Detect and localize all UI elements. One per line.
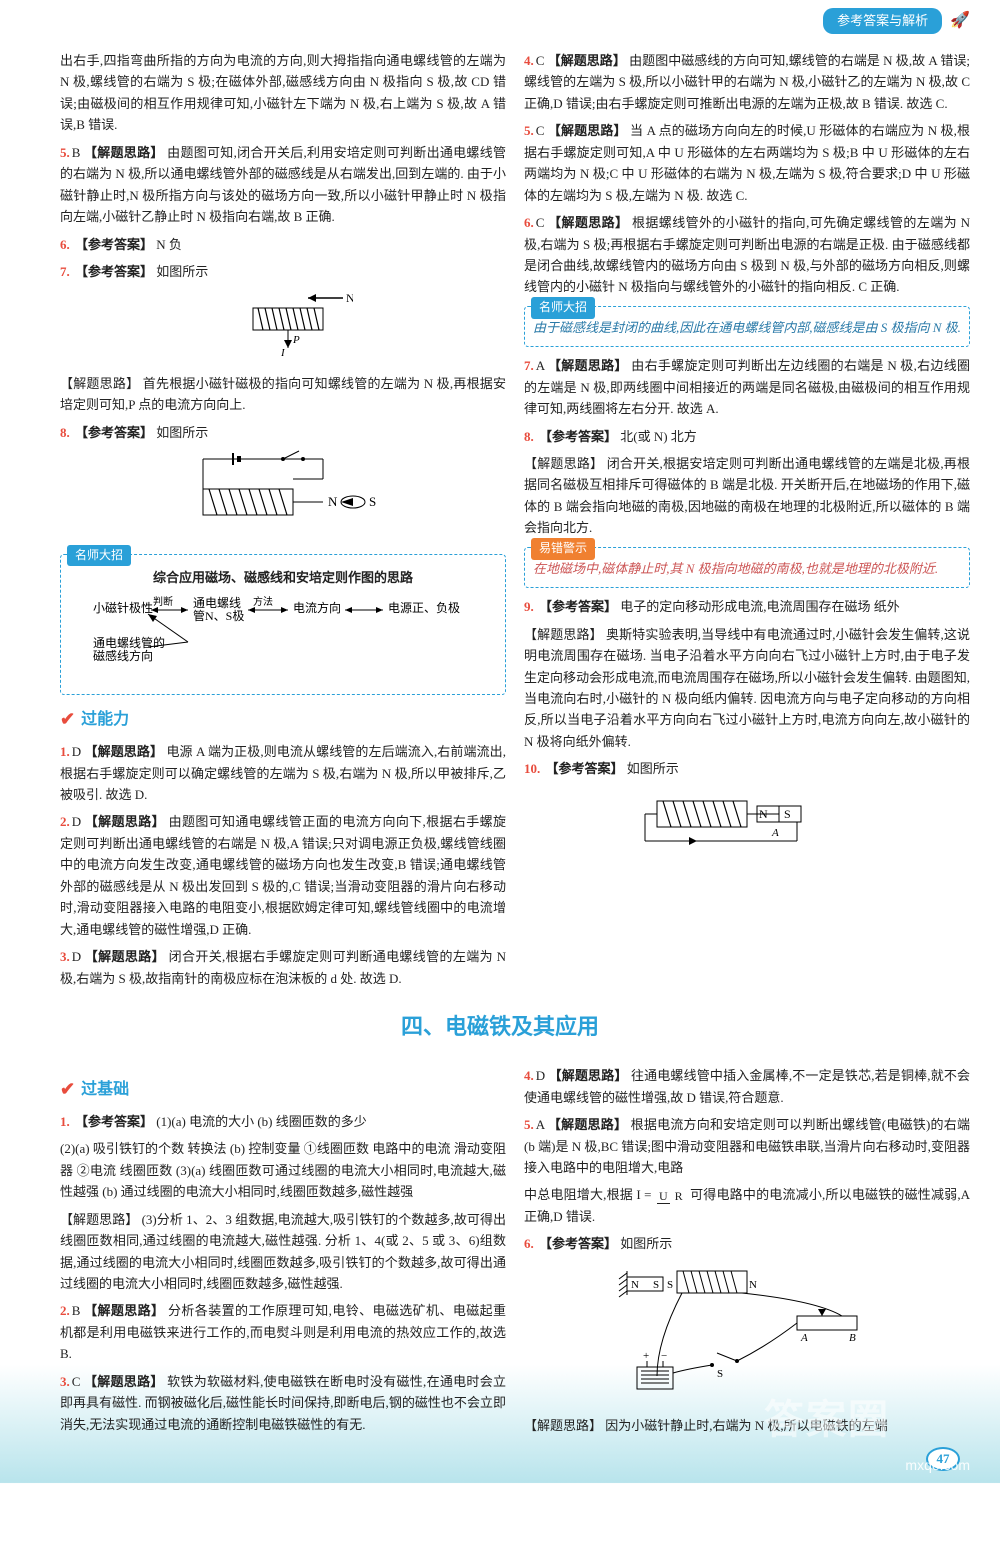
q8-label: 【参考答案】 xyxy=(75,425,153,440)
err-body: 在地磁场中,磁体静止时,其 N 极指向地磁的南极,也就是地理的北极附近. xyxy=(533,558,961,579)
tip-title-badge: 名师大招 xyxy=(67,545,131,567)
svg-text:B: B xyxy=(849,1332,856,1344)
svg-text:N: N xyxy=(346,291,353,305)
r-tip-badge: 名师大招 xyxy=(531,297,595,319)
q7-label: 【参考答案】 xyxy=(75,264,153,279)
b-q3: 3.C 【解题思路】 软铁为软磁材料,使电磁铁在断电时没有磁性,在通电时会立即再… xyxy=(60,1371,506,1435)
svg-text:S: S xyxy=(653,1279,659,1291)
q7-text: 如图所示 xyxy=(156,264,208,279)
tip-diagram: 小磁针极性 判断 通电螺线 管N、S极 方法 电流方向 电源正、负极 通电螺线管… xyxy=(69,592,497,678)
br-q4: 4.D 【解题思路】 往通电螺线管中插入金属棒,不一定是铁芯,若是铜棒,就不会使… xyxy=(524,1065,970,1108)
error-tip-box: 易错警示 在地磁场中,磁体静止时,其 N 极指向地磁的南极,也就是地理的北极附近… xyxy=(524,547,970,588)
svg-text:I: I xyxy=(280,347,286,358)
figure-7: N I P xyxy=(60,288,506,364)
br-q6: 6. 【参考答案】 如图所示 xyxy=(524,1233,970,1254)
br-q5-line2: 中总电阻增大,根据 I = U R 可得电路中的电流减小,所以电磁铁的磁性减弱,… xyxy=(524,1184,970,1227)
svg-text:S: S xyxy=(369,494,376,509)
br-q6-thought: 【解题思路】 因为小磁针静止时,右端为 N 极,所以电磁铁的左端 xyxy=(524,1415,970,1436)
r-tip-body: 由于磁感线是封闭的曲线,因此在通电螺线管内部,磁感线是由 S 极指向 N 极. xyxy=(533,317,961,338)
basics-left: ✔ 过基础 1. 【参考答案】 (1)(a) 电流的大小 (b) 线圈匝数的多少… xyxy=(60,1065,506,1442)
b-q1-thought: 【解题思路】 (3)分析 1、2、3 组数据,电流越大,吸引铁钉的个数越多,故可… xyxy=(60,1209,506,1295)
intro-paragraph: 出右手,四指弯曲所指的方向为电流的方向,则大拇指指向通电螺线管的左端为 N 极,… xyxy=(60,50,506,136)
svg-text:N: N xyxy=(749,1279,757,1291)
svg-text:A: A xyxy=(771,827,779,839)
svg-text:方法: 方法 xyxy=(253,595,273,608)
r-teacher-tip: 名师大招 由于磁感线是封闭的曲线,因此在通电螺线管内部,磁感线是由 S 极指向 … xyxy=(524,306,970,347)
svg-text:电源正、负极: 电源正、负极 xyxy=(388,601,460,615)
svg-text:小磁针极性: 小磁针极性 xyxy=(93,600,153,615)
svg-text:S: S xyxy=(784,807,791,821)
ability-q1: 1.D 【解题思路】 电源 A 端为正极,则电流从螺线管的左后端流入,右前端流出… xyxy=(60,741,506,805)
teacher-tip-box: 名师大招 综合应用磁场、磁感线和安培定则作图的思路 小磁针极性 判断 通电螺线 … xyxy=(60,554,506,696)
section-ability: ✔ 过能力 xyxy=(60,705,506,735)
r-q8: 8. 【参考答案】 北(或 N) 北方 xyxy=(524,426,970,447)
b-q2: 2.B 【解题思路】 分析各装置的工作原理可知,电铃、电磁选矿机、电磁起重机都是… xyxy=(60,1300,506,1364)
figure-8: N S xyxy=(60,449,506,545)
svg-text:磁感线方向: 磁感线方向 xyxy=(93,648,153,663)
b-q1: 1. 【参考答案】 (1)(a) 电流的大小 (b) 线圈匝数的多少 xyxy=(60,1111,506,1132)
check-icon-2: ✔ xyxy=(60,1075,75,1105)
question-7: 7. 【参考答案】 如图所示 xyxy=(60,261,506,282)
question-8: 8. 【参考答案】 如图所示 xyxy=(60,422,506,443)
r-q9: 9. 【参考答案】 电子的定向移动形成电流,电流周围存在磁场 纸外 xyxy=(524,596,970,617)
svg-text:通电螺线管的: 通电螺线管的 xyxy=(93,635,165,650)
question-5: 5.B 【解题思路】 由题图可知,闭合开关后,利用安培定则可判断出通电螺线管的右… xyxy=(60,142,506,228)
ability-q3: 3.D 【解题思路】 闭合开关,根据右手螺旋定则可判断通电螺线管的左端为 N 极… xyxy=(60,946,506,989)
r-q7: 7.A 【解题思路】 由右手螺旋定则可判断出左边线圈的右端是 N 极,右边线圈的… xyxy=(524,355,970,419)
q5-ans: B xyxy=(72,145,81,160)
check-icon: ✔ xyxy=(60,705,75,735)
r-q5: 5.C 【解题思路】 当 A 点的磁场方向向左的时候,U 形磁体的右端应为 N … xyxy=(524,120,970,206)
ability-label: 过能力 xyxy=(81,707,129,733)
svg-text:P: P xyxy=(292,334,300,346)
q5-num: 5. xyxy=(60,145,70,160)
q5-label: 【解题思路】 xyxy=(84,145,164,160)
basics-label: 过基础 xyxy=(81,1077,129,1103)
svg-text:N: N xyxy=(328,494,338,509)
top-columns: 出右手,四指弯曲所指的方向为电流的方向,则大拇指指向通电螺线管的左端为 N 极,… xyxy=(0,40,1000,995)
question-6: 6. 【参考答案】 N 负 xyxy=(60,234,506,255)
r-q9-thought: 【解题思路】 奥斯特实验表明,当导线中有电流通过时,小磁针会发生偏转,这说明电流… xyxy=(524,624,970,753)
rocket-icon: 🚀 xyxy=(950,8,970,34)
q7-num: 7. xyxy=(60,264,70,279)
svg-text:A: A xyxy=(800,1332,808,1344)
chapter-title: 四、电磁铁及其应用 xyxy=(0,1009,1000,1045)
tip-headline: 综合应用磁场、磁感线和安培定则作图的思路 xyxy=(69,567,497,588)
q8-num: 8. xyxy=(60,425,70,440)
ability-q2: 2.D 【解题思路】 由题图可知通电螺线管正面的电流方向向下,根据右手螺旋定则可… xyxy=(60,811,506,940)
r-q10: 10. 【参考答案】 如图所示 xyxy=(524,758,970,779)
section-basics: ✔ 过基础 xyxy=(60,1075,506,1105)
svg-text:N: N xyxy=(759,807,768,821)
svg-text:+: + xyxy=(643,1350,649,1362)
r-q4: 4.C 【解题思路】 由题图中磁感线的方向可知,螺线管的右端是 N 极,故 A … xyxy=(524,50,970,114)
q6-label: 【参考答案】 xyxy=(75,237,153,252)
r-q6: 6.C 【解题思路】 根据螺线管外的小磁针的指向,可先确定螺线管的左端为 N 极… xyxy=(524,212,970,298)
svg-text:S: S xyxy=(717,1368,723,1380)
figure-b6: N S S N A B xyxy=(524,1261,970,1407)
figure-10: N S A xyxy=(524,786,970,862)
q6-num: 6. xyxy=(60,237,70,252)
header-tag: 参考答案与解析 🚀 xyxy=(823,8,970,34)
err-badge: 易错警示 xyxy=(531,538,595,560)
br-q5: 5.A 【解题思路】 根据电流方向和安培定则可以判断出螺线管(电磁铁)的右端(b… xyxy=(524,1114,970,1178)
header-label: 参考答案与解析 xyxy=(823,8,942,33)
q7-thought: 【解题思路】 首先根据小磁针磁极的指向可知螺线管的左端为 N 极,再根据安培定则… xyxy=(60,373,506,416)
page-header: 参考答案与解析 🚀 xyxy=(0,0,1000,40)
svg-text:判断: 判断 xyxy=(153,595,173,608)
svg-text:管N、S极: 管N、S极 xyxy=(193,608,244,623)
basics-right: 4.D 【解题思路】 往通电螺线管中插入金属棒,不一定是铁芯,若是铜棒,就不会使… xyxy=(524,1065,970,1442)
svg-text:−: − xyxy=(661,1350,667,1362)
svg-text:电流方向: 电流方向 xyxy=(293,600,341,615)
svg-text:N: N xyxy=(631,1279,639,1291)
right-column: 4.C 【解题思路】 由题图中磁感线的方向可知,螺线管的右端是 N 极,故 A … xyxy=(524,50,970,995)
svg-text:S: S xyxy=(667,1279,673,1291)
fraction: U R xyxy=(657,1190,685,1203)
q8-text: 如图所示 xyxy=(156,425,208,440)
left-column: 出右手,四指弯曲所指的方向为电流的方向,则大拇指指向通电螺线管的左端为 N 极,… xyxy=(60,50,506,995)
q6-text: N 负 xyxy=(156,237,182,252)
r-q8-thought: 【解题思路】 闭合开关,根据安培定则可判断出通电螺线管的左端是北极,再根据同名磁… xyxy=(524,453,970,539)
bottom-columns: ✔ 过基础 1. 【参考答案】 (1)(a) 电流的大小 (b) 线圈匝数的多少… xyxy=(0,1055,1000,1442)
b-q1-l2: (2)(a) 吸引铁钉的个数 转换法 (b) 控制变量 ①线圈匝数 电路中的电流… xyxy=(60,1138,506,1202)
svg-text:通电螺线: 通电螺线 xyxy=(193,596,241,610)
site-url: mxqe.com xyxy=(905,1454,970,1477)
